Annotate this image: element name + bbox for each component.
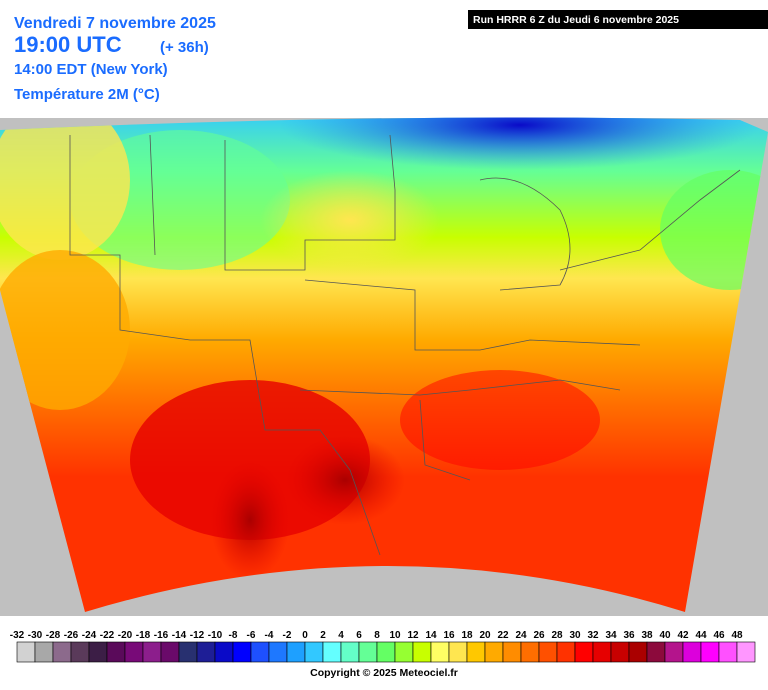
legend-label: -28 bbox=[46, 630, 61, 641]
legend-swatch bbox=[430, 641, 450, 663]
legend-label: 46 bbox=[713, 630, 725, 641]
legend-swatch bbox=[628, 641, 648, 663]
legend-swatch bbox=[466, 641, 486, 663]
legend-label: 18 bbox=[461, 630, 473, 641]
legend-label: -22 bbox=[100, 630, 115, 641]
legend-label: 28 bbox=[551, 630, 563, 641]
legend-label: 26 bbox=[533, 630, 545, 641]
legend-label: 16 bbox=[443, 630, 455, 641]
legend-label: 42 bbox=[677, 630, 689, 641]
legend-swatch bbox=[304, 641, 324, 663]
run-info: Run HRRR 6 Z du Jeudi 6 novembre 2025 bbox=[473, 14, 679, 26]
legend-label: 10 bbox=[389, 630, 401, 641]
legend-swatch bbox=[268, 641, 288, 663]
legend-swatch bbox=[646, 641, 666, 663]
legend-swatch bbox=[448, 641, 468, 663]
legend-label: 0 bbox=[302, 630, 308, 641]
legend-swatch bbox=[538, 641, 558, 663]
legend-label: 14 bbox=[425, 630, 437, 641]
legend-label: -12 bbox=[190, 630, 205, 641]
copyright: Copyright © 2025 Meteociel.fr bbox=[310, 667, 458, 679]
legend-label: 40 bbox=[659, 630, 671, 641]
legend-swatch bbox=[214, 641, 234, 663]
legend-swatch bbox=[484, 641, 504, 663]
legend-swatch bbox=[664, 641, 684, 663]
legend-swatch bbox=[160, 641, 180, 663]
legend-label: -24 bbox=[82, 630, 97, 641]
legend-label: -26 bbox=[64, 630, 79, 641]
legend-swatch bbox=[340, 641, 360, 663]
temperature-map bbox=[0, 117, 768, 613]
legend-swatch bbox=[700, 641, 720, 663]
legend-label: 8 bbox=[374, 630, 380, 641]
legend-label: 4 bbox=[338, 630, 344, 641]
legend-label: 38 bbox=[641, 630, 653, 641]
borders bbox=[69, 134, 741, 556]
run-box bbox=[468, 10, 768, 29]
legend-label: -2 bbox=[283, 630, 292, 641]
legend-label: -18 bbox=[136, 630, 151, 641]
legend-label: 12 bbox=[407, 630, 419, 641]
legend-label: 36 bbox=[623, 630, 635, 641]
legend-label: 6 bbox=[356, 630, 362, 641]
legend-label: 44 bbox=[695, 630, 707, 641]
lead-time: (+ 36h) bbox=[160, 39, 209, 56]
legend-label: 24 bbox=[515, 630, 527, 641]
legend-swatch bbox=[178, 641, 198, 663]
legend-swatch bbox=[412, 641, 432, 663]
legend-label: 34 bbox=[605, 630, 617, 641]
legend-swatch bbox=[610, 641, 630, 663]
legend-swatch bbox=[556, 641, 576, 663]
legend-swatch bbox=[142, 641, 162, 663]
legend-swatch bbox=[682, 641, 702, 663]
legend-swatch bbox=[286, 641, 306, 663]
legend-swatch bbox=[592, 641, 612, 663]
legend-swatch bbox=[718, 641, 738, 663]
legend-swatch bbox=[322, 641, 342, 663]
legend-swatch bbox=[520, 641, 540, 663]
legend-label: -14 bbox=[172, 630, 187, 641]
legend-swatch bbox=[358, 641, 378, 663]
legend-swatch bbox=[124, 641, 144, 663]
legend-swatch bbox=[52, 641, 72, 663]
legend-label: 32 bbox=[587, 630, 599, 641]
field-name: Température 2M (°C) bbox=[14, 86, 160, 103]
legend-swatch bbox=[16, 641, 36, 663]
legend-label: 48 bbox=[731, 630, 743, 641]
local-time: 14:00 EDT (New York) bbox=[14, 61, 168, 78]
legend-swatch bbox=[106, 641, 126, 663]
legend-swatch bbox=[232, 641, 252, 663]
legend-label: -20 bbox=[118, 630, 133, 641]
legend-label: 20 bbox=[479, 630, 491, 641]
legend-label: -8 bbox=[229, 630, 238, 641]
legend-label: 30 bbox=[569, 630, 581, 641]
legend-swatch bbox=[34, 641, 54, 663]
legend-label: 22 bbox=[497, 630, 509, 641]
legend-label: 2 bbox=[320, 630, 326, 641]
legend-label: -32 bbox=[10, 630, 25, 641]
legend-swatch bbox=[88, 641, 108, 663]
time: 19:00 UTC bbox=[14, 32, 122, 57]
legend-swatch bbox=[196, 641, 216, 663]
legend-swatch bbox=[70, 641, 90, 663]
legend-swatch bbox=[250, 641, 270, 663]
legend-label: -4 bbox=[265, 630, 274, 641]
legend-label: -10 bbox=[208, 630, 223, 641]
legend-swatch bbox=[376, 641, 396, 663]
legend-swatch bbox=[502, 641, 522, 663]
legend-label: -6 bbox=[247, 630, 256, 641]
legend-swatch bbox=[736, 641, 756, 663]
legend-label: -30 bbox=[28, 630, 43, 641]
legend-swatch bbox=[574, 641, 594, 663]
legend-swatch bbox=[394, 641, 414, 663]
date: Vendredi 7 novembre 2025 bbox=[14, 15, 216, 32]
legend: -32 -30 -28 -26 -24 -22 -20 -18 -16 -14 -12 -10 -8 -6… bbox=[10, 630, 756, 663]
legend-label: -16 bbox=[154, 630, 169, 641]
